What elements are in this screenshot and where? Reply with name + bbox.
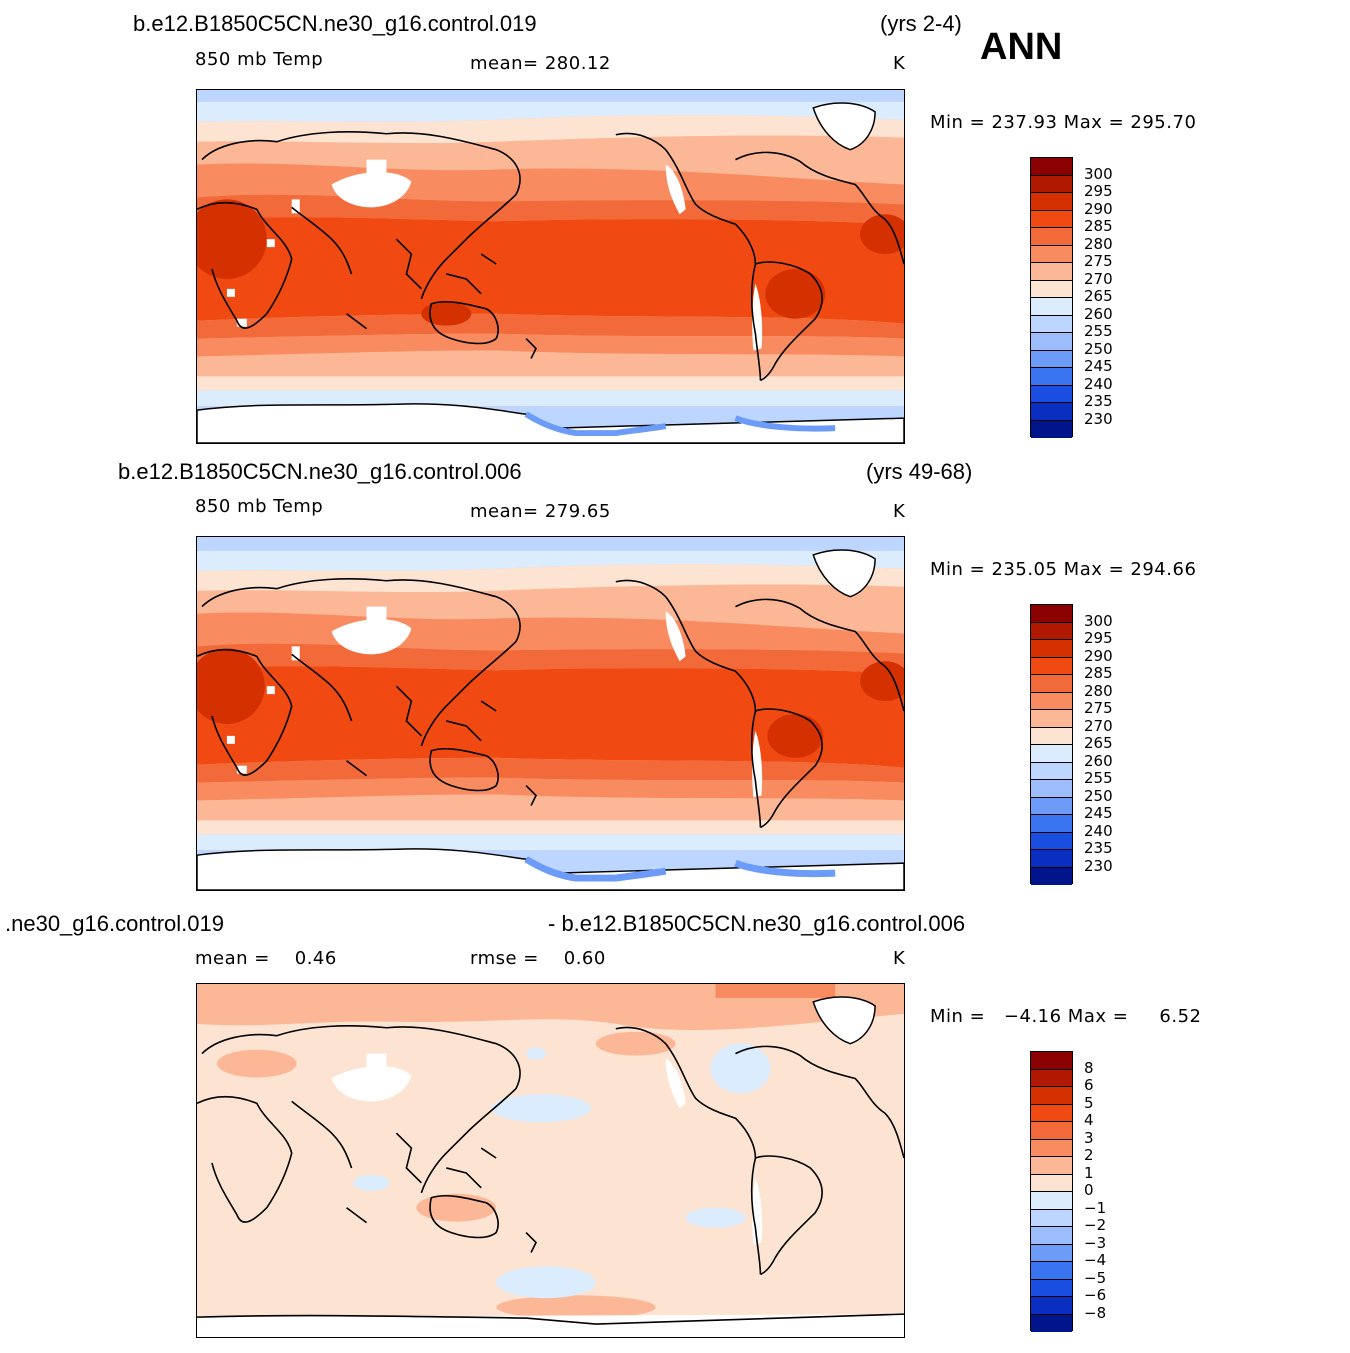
cbar2-label: 250 <box>1084 787 1113 805</box>
cbar2-label: 270 <box>1084 717 1113 735</box>
cbar2-label: 245 <box>1084 804 1113 822</box>
panel2-years: (yrs 49-68) <box>866 459 973 484</box>
cbar3-label: −2 <box>1084 1216 1107 1234</box>
cbar2-label: 230 <box>1084 857 1113 875</box>
cbar3-label: −3 <box>1084 1234 1107 1252</box>
cbar1-label: 270 <box>1084 270 1113 288</box>
cbar1-label: 245 <box>1084 357 1113 375</box>
cbar3-label: −5 <box>1084 1269 1107 1287</box>
panel3-rmse: rmse = 0.60 <box>470 948 606 969</box>
panel3-case-right: - b.e12.B1850C5CN.ne30_g16.control.006 <box>548 911 966 936</box>
panel3-units: K <box>893 948 906 969</box>
panel2-minmax: Min = 235.05 Max = 294.66 <box>930 559 1197 580</box>
panel2-case-name: b.e12.B1850C5CN.ne30_g16.control.006 <box>118 459 522 484</box>
panel1-map <box>196 89 905 444</box>
panel3-colorbar <box>1030 1051 1073 1332</box>
cbar1-label: 260 <box>1084 305 1113 323</box>
cbar3-label: −8 <box>1084 1304 1107 1322</box>
cbar3-label: 8 <box>1084 1059 1094 1077</box>
cbar2-label: 255 <box>1084 769 1113 787</box>
cbar3-label: 2 <box>1084 1146 1094 1164</box>
cbar1-label: 240 <box>1084 375 1113 393</box>
cbar1-label: 250 <box>1084 340 1113 358</box>
cbar1-label: 285 <box>1084 217 1113 235</box>
cbar3-label: 1 <box>1084 1164 1094 1182</box>
cbar1-label: 265 <box>1084 287 1113 305</box>
cbar2-label: 280 <box>1084 682 1113 700</box>
cbar1-label: 275 <box>1084 252 1113 270</box>
cbar3-label: 6 <box>1084 1076 1094 1094</box>
cbar1-label: 255 <box>1084 322 1113 340</box>
cbar3-label: 0 <box>1084 1181 1094 1199</box>
cbar2-label: 290 <box>1084 647 1113 665</box>
cbar2-label: 235 <box>1084 839 1113 857</box>
cbar3-label: −1 <box>1084 1199 1107 1217</box>
panel1-minmax: Min = 237.93 Max = 295.70 <box>930 112 1197 133</box>
cbar2-label: 300 <box>1084 612 1113 630</box>
season-label: ANN <box>980 26 1063 68</box>
panel3-case-left: .ne30_g16.control.019 <box>5 911 224 936</box>
panel1-variable: 850 mb Temp <box>195 49 324 70</box>
panel1-case-name: b.e12.B1850C5CN.ne30_g16.control.019 <box>133 11 537 36</box>
cbar1-label: 230 <box>1084 410 1113 428</box>
panel1-units: K <box>893 53 906 74</box>
cbar3-label: 3 <box>1084 1129 1094 1147</box>
cbar2-label: 240 <box>1084 822 1113 840</box>
panel2-units: K <box>893 501 906 522</box>
panel2-temperature-field <box>197 537 904 890</box>
panel2-variable: 850 mb Temp <box>195 496 324 517</box>
panel2-colorbar <box>1030 604 1073 885</box>
cbar3-label: −4 <box>1084 1251 1107 1269</box>
panel2-mean: mean= 279.65 <box>470 501 611 522</box>
cbar3-label: 4 <box>1084 1111 1094 1129</box>
panel1-colorbar <box>1030 157 1073 438</box>
cbar1-label: 280 <box>1084 235 1113 253</box>
cbar1-label: 300 <box>1084 165 1113 183</box>
cbar1-label: 295 <box>1084 182 1113 200</box>
panel3-difference-field <box>197 984 904 1337</box>
cbar2-label: 260 <box>1084 752 1113 770</box>
cbar2-label: 265 <box>1084 734 1113 752</box>
panel3-mean: mean = 0.46 <box>195 948 337 969</box>
panel3-minmax: Min = −4.16 Max = 6.52 <box>930 1006 1202 1027</box>
panel1-mean: mean= 280.12 <box>470 53 611 74</box>
panel3-map <box>196 983 905 1338</box>
panel1-years: (yrs 2-4) <box>880 11 962 36</box>
panel2-map <box>196 536 905 891</box>
cbar2-label: 285 <box>1084 664 1113 682</box>
cbar3-label: −6 <box>1084 1286 1107 1304</box>
cbar2-label: 275 <box>1084 699 1113 717</box>
cbar3-label: 5 <box>1084 1094 1094 1112</box>
cbar2-label: 295 <box>1084 629 1113 647</box>
cbar1-label: 235 <box>1084 392 1113 410</box>
cbar1-label: 290 <box>1084 200 1113 218</box>
panel1-temperature-field <box>197 90 904 443</box>
